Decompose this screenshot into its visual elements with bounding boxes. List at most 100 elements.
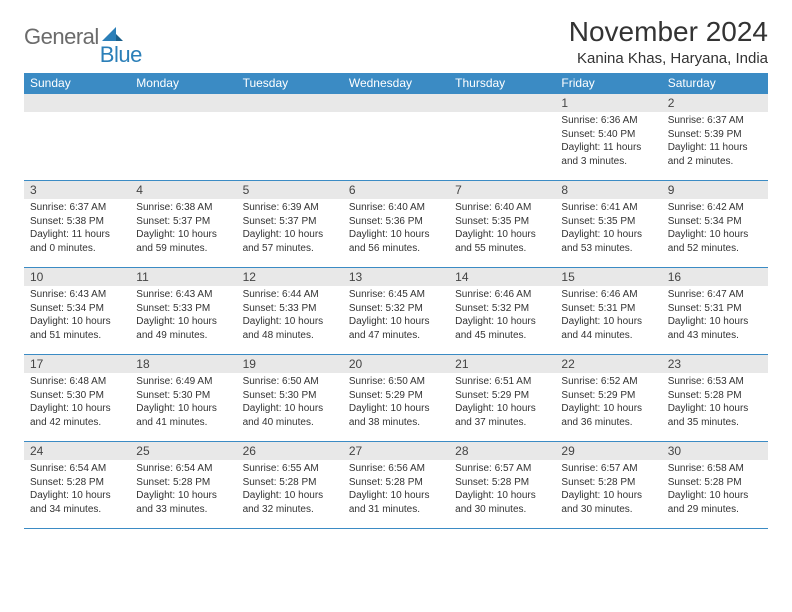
day-cell: 27Sunrise: 6:56 AMSunset: 5:28 PMDayligh…: [343, 442, 449, 528]
day-number: 18: [130, 355, 236, 373]
day-cell: 10Sunrise: 6:43 AMSunset: 5:34 PMDayligh…: [24, 268, 130, 354]
day-info: Sunrise: 6:54 AMSunset: 5:28 PMDaylight:…: [130, 460, 236, 520]
sunset-line: Sunset: 5:32 PM: [455, 302, 549, 316]
daylight-line: Daylight: 10 hours and 42 minutes.: [30, 402, 124, 429]
sunset-line: Sunset: 5:40 PM: [561, 128, 655, 142]
sunrise-line: Sunrise: 6:39 AM: [243, 201, 337, 215]
day-info: Sunrise: 6:57 AMSunset: 5:28 PMDaylight:…: [555, 460, 661, 520]
day-cell: 14Sunrise: 6:46 AMSunset: 5:32 PMDayligh…: [449, 268, 555, 354]
sunrise-line: Sunrise: 6:56 AM: [349, 462, 443, 476]
day-number: [343, 94, 449, 112]
sunset-line: Sunset: 5:29 PM: [561, 389, 655, 403]
day-cell: 2Sunrise: 6:37 AMSunset: 5:39 PMDaylight…: [662, 94, 768, 180]
day-number: 13: [343, 268, 449, 286]
calendar-bottom-border: [24, 528, 768, 529]
day-number: 24: [24, 442, 130, 460]
sunrise-line: Sunrise: 6:54 AM: [136, 462, 230, 476]
sunset-line: Sunset: 5:31 PM: [668, 302, 762, 316]
sunrise-line: Sunrise: 6:51 AM: [455, 375, 549, 389]
day-number: 6: [343, 181, 449, 199]
day-info: Sunrise: 6:44 AMSunset: 5:33 PMDaylight:…: [237, 286, 343, 346]
daylight-line: Daylight: 10 hours and 52 minutes.: [668, 228, 762, 255]
sunrise-line: Sunrise: 6:43 AM: [136, 288, 230, 302]
daylight-line: Daylight: 10 hours and 35 minutes.: [668, 402, 762, 429]
daylight-line: Daylight: 10 hours and 31 minutes.: [349, 489, 443, 516]
location: Kanina Khas, Haryana, India: [569, 50, 768, 67]
day-number: 29: [555, 442, 661, 460]
sunrise-line: Sunrise: 6:48 AM: [30, 375, 124, 389]
logo-text-blue: Blue: [100, 42, 142, 68]
sunset-line: Sunset: 5:34 PM: [30, 302, 124, 316]
day-number: 22: [555, 355, 661, 373]
sunrise-line: Sunrise: 6:36 AM: [561, 114, 655, 128]
day-cell: 24 Sunrise: 6:54 AMSunset: 5:28 PMDayligh…: [24, 442, 130, 528]
day-cell: [449, 94, 555, 180]
day-cell: 19Sunrise: 6:50 AMSunset: 5:30 PMDayligh…: [237, 355, 343, 441]
day-cell: 23Sunrise: 6:53 AMSunset: 5:28 PMDayligh…: [662, 355, 768, 441]
day-info: Sunrise: 6:55 AMSunset: 5:28 PMDaylight:…: [237, 460, 343, 520]
daylight-line: Daylight: 10 hours and 48 minutes.: [243, 315, 337, 342]
day-info: Sunrise: 6:52 AMSunset: 5:29 PMDaylight:…: [555, 373, 661, 433]
sunrise-line: Sunrise: 6:46 AM: [561, 288, 655, 302]
day-info: Sunrise: 6:42 AMSunset: 5:34 PMDaylight:…: [662, 199, 768, 259]
sunset-line: Sunset: 5:35 PM: [455, 215, 549, 229]
day-info: Sunrise: 6:41 AMSunset: 5:35 PMDaylight:…: [555, 199, 661, 259]
sunset-line: Sunset: 5:28 PM: [136, 476, 230, 490]
day-info: Sunrise: 6:43 AMSunset: 5:34 PMDaylight:…: [24, 286, 130, 346]
daylight-line: Daylight: 10 hours and 44 minutes.: [561, 315, 655, 342]
sunset-line: Sunset: 5:28 PM: [30, 476, 124, 490]
sunrise-line: Sunrise: 6:45 AM: [349, 288, 443, 302]
week-row: 3Sunrise: 6:37 AMSunset: 5:38 PMDaylight…: [24, 180, 768, 267]
daylight-line: Daylight: 10 hours and 45 minutes.: [455, 315, 549, 342]
day-cell: 5Sunrise: 6:39 AMSunset: 5:37 PMDaylight…: [237, 181, 343, 267]
daylight-line: Daylight: 10 hours and 36 minutes.: [561, 402, 655, 429]
day-info: Sunrise: 6:48 AMSunset: 5:30 PMDaylight:…: [24, 373, 130, 433]
day-number: 28: [449, 442, 555, 460]
sunset-line: Sunset: 5:37 PM: [136, 215, 230, 229]
week-row: 24Sunrise: 6:54 AMSunset: 5:28 PMDayligh…: [24, 441, 768, 528]
sunrise-line: Sunrise: 6:41 AM: [561, 201, 655, 215]
day-cell: [24, 94, 130, 180]
day-info: Sunrise: 6:39 AMSunset: 5:37 PMDaylight:…: [237, 199, 343, 259]
day-cell: 4Sunrise: 6:38 AMSunset: 5:37 PMDaylight…: [130, 181, 236, 267]
daylight-line: Daylight: 10 hours and 53 minutes.: [561, 228, 655, 255]
weekday-header: Wednesday: [343, 73, 449, 93]
daylight-line: Daylight: 10 hours and 37 minutes.: [455, 402, 549, 429]
month-title: November 2024: [569, 16, 768, 48]
day-number: 21: [449, 355, 555, 373]
daylight-line: Daylight: 10 hours and 30 minutes.: [455, 489, 549, 516]
day-info: Sunrise: 6:45 AMSunset: 5:32 PMDaylight:…: [343, 286, 449, 346]
weekday-header: Thursday: [449, 73, 555, 93]
day-cell: 17Sunrise: 6:48 AMSunset: 5:30 PMDayligh…: [24, 355, 130, 441]
week-row: 17Sunrise: 6:48 AMSunset: 5:30 PMDayligh…: [24, 354, 768, 441]
day-cell: 21Sunrise: 6:51 AMSunset: 5:29 PMDayligh…: [449, 355, 555, 441]
day-info: Sunrise: 6:37 AMSunset: 5:39 PMDaylight:…: [662, 112, 768, 172]
calendar-grid: SundayMondayTuesdayWednesdayThursdayFrid…: [24, 73, 768, 529]
day-cell: 29Sunrise: 6:57 AMSunset: 5:28 PMDayligh…: [555, 442, 661, 528]
day-number: 3: [24, 181, 130, 199]
daylight-line: Daylight: 10 hours and 59 minutes.: [136, 228, 230, 255]
day-cell: 20Sunrise: 6:50 AMSunset: 5:29 PMDayligh…: [343, 355, 449, 441]
daylight-line: Daylight: 10 hours and 43 minutes.: [668, 315, 762, 342]
sunset-line: Sunset: 5:28 PM: [349, 476, 443, 490]
day-info: Sunrise: 6:50 AMSunset: 5:30 PMDaylight:…: [237, 373, 343, 433]
sunrise-line: Sunrise: 6:54 AM: [30, 462, 124, 476]
daylight-line: Daylight: 10 hours and 33 minutes.: [136, 489, 230, 516]
day-cell: 3Sunrise: 6:37 AMSunset: 5:38 PMDaylight…: [24, 181, 130, 267]
weekday-header: Friday: [555, 73, 661, 93]
day-number: 10: [24, 268, 130, 286]
day-number: 12: [237, 268, 343, 286]
sunrise-line: Sunrise: 6:40 AM: [455, 201, 549, 215]
day-info: Sunrise: 6:47 AMSunset: 5:31 PMDaylight:…: [662, 286, 768, 346]
day-cell: 22Sunrise: 6:52 AMSunset: 5:29 PMDayligh…: [555, 355, 661, 441]
daylight-line: Daylight: 10 hours and 34 minutes.: [30, 489, 124, 516]
day-info: Sunrise: 6:46 AMSunset: 5:32 PMDaylight:…: [449, 286, 555, 346]
day-number: 1: [555, 94, 661, 112]
day-number: 20: [343, 355, 449, 373]
sunset-line: Sunset: 5:37 PM: [243, 215, 337, 229]
day-cell: 16Sunrise: 6:47 AMSunset: 5:31 PMDayligh…: [662, 268, 768, 354]
sunset-line: Sunset: 5:30 PM: [136, 389, 230, 403]
day-cell: [237, 94, 343, 180]
daylight-line: Daylight: 10 hours and 30 minutes.: [561, 489, 655, 516]
day-number: 15: [555, 268, 661, 286]
